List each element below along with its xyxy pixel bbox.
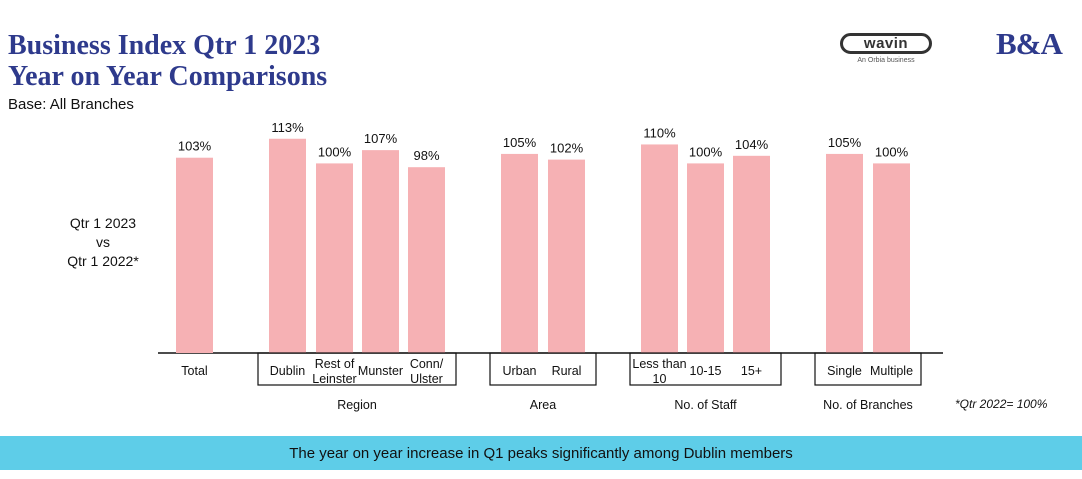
wavin-logo: wavin An Orbia business xyxy=(840,33,935,71)
data-label-4: 98% xyxy=(413,148,439,163)
category-label-6-0: Rural xyxy=(552,364,582,378)
bar-8 xyxy=(687,163,724,353)
bar-6 xyxy=(548,159,585,353)
data-label-0: 103% xyxy=(178,139,212,154)
wavin-logo-text: wavin xyxy=(840,33,932,54)
category-label-9-0: 15+ xyxy=(741,364,762,378)
bar-0 xyxy=(176,157,213,353)
wavin-logo-subtitle: An Orbia business xyxy=(857,57,915,64)
category-label-5-0: Urban xyxy=(502,364,536,378)
group-box-1 xyxy=(257,352,457,386)
category-label-1-0: Dublin xyxy=(270,364,305,378)
group-label-3: No. of Staff xyxy=(674,398,737,412)
group-box-2 xyxy=(489,352,597,386)
y-axis-label: Qtr 1 2023 vs Qtr 1 2022* xyxy=(40,214,166,271)
footnote: *Qtr 2022= 100% xyxy=(955,397,1048,411)
category-label-10-0: Single xyxy=(827,364,862,378)
data-label-10: 105% xyxy=(828,135,862,150)
data-label-5: 105% xyxy=(503,135,537,150)
bar-2 xyxy=(316,163,353,353)
category-label-8-0: 10-15 xyxy=(690,364,722,378)
data-label-1: 113% xyxy=(271,120,304,135)
title-line-1: Business Index Qtr 1 2023 xyxy=(8,30,321,61)
category-label-4-0: Conn/ xyxy=(410,357,444,371)
data-label-9: 104% xyxy=(735,137,769,152)
category-label-7-0: Less than xyxy=(632,357,686,371)
category-label-3-0: Munster xyxy=(358,364,403,378)
group-label-2: Area xyxy=(530,398,556,412)
ba-logo: B&A xyxy=(996,26,1063,61)
bar-9 xyxy=(733,155,770,353)
bar-1 xyxy=(269,138,306,353)
summary-banner-text: The year on year increase in Q1 peaks si… xyxy=(289,444,793,462)
category-label-2-1: Leinster xyxy=(312,372,356,386)
page-title: Business Index Qtr 1 2023 Year on Year C… xyxy=(8,30,327,92)
bar-5 xyxy=(501,153,538,353)
base-label: Base: All Branches xyxy=(8,96,134,113)
group-label-1: Region xyxy=(337,398,377,412)
category-label-11-0: Multiple xyxy=(870,364,913,378)
category-label-0-0: Total xyxy=(181,364,207,378)
title-line-2: Year on Year Comparisons xyxy=(8,61,328,92)
group-label-4: No. of Branches xyxy=(823,398,913,412)
bar-7 xyxy=(641,144,678,353)
data-label-3: 107% xyxy=(364,131,398,146)
data-label-2: 100% xyxy=(318,144,352,159)
y-label-line-1: Qtr 1 2023 xyxy=(69,215,137,231)
y-label-line-3: Qtr 1 2022* xyxy=(67,253,139,269)
summary-banner: The year on year increase in Q1 peaks si… xyxy=(0,436,1082,470)
group-box-4 xyxy=(814,352,922,386)
data-label-7: 110% xyxy=(643,125,676,140)
data-label-8: 100% xyxy=(689,144,723,159)
category-label-7-1: 10 xyxy=(653,372,667,386)
bar-4 xyxy=(408,167,445,353)
data-label-11: 100% xyxy=(875,144,909,159)
y-label-line-2: vs xyxy=(96,234,110,250)
category-label-2-0: Rest of xyxy=(315,357,355,371)
bar-11 xyxy=(873,163,910,353)
category-label-4-1: Ulster xyxy=(410,372,443,386)
group-box-3 xyxy=(629,352,782,386)
bar-10 xyxy=(826,153,863,353)
data-label-6: 102% xyxy=(550,141,584,156)
bar-3 xyxy=(362,150,399,353)
